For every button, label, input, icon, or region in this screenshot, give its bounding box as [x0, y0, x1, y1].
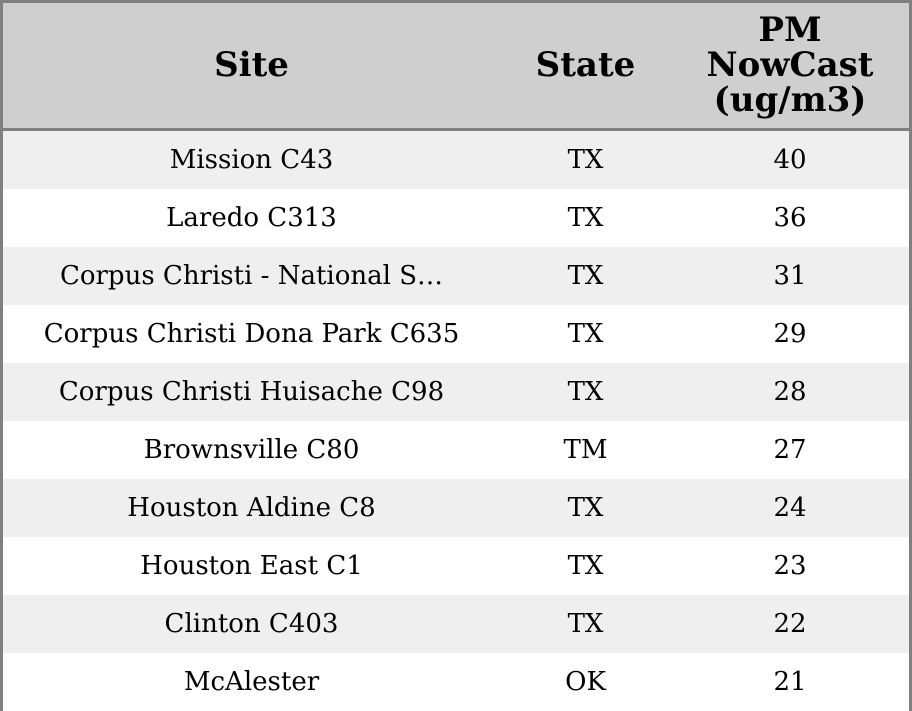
header-pm-line-1: PM [758, 10, 822, 50]
table-row: Houston East C1 TX 23 [3, 537, 909, 595]
state-cell: TX [500, 247, 671, 305]
pm-value-cell: 22 [671, 595, 909, 653]
header-state: State [500, 3, 671, 131]
site-cell: Brownsville C80 [3, 421, 500, 479]
table-body: Mission C43 TX 40 Laredo C313 TX 36 Corpus Chr… [3, 129, 909, 711]
state-cell: TX [500, 479, 671, 537]
site-cell: Corpus Christi Dona Park C635 [3, 305, 500, 363]
site-cell: McAlester [3, 653, 500, 711]
table-row: Clinton C403 TX 22 [3, 595, 909, 653]
state-cell: TX [500, 305, 671, 363]
state-cell: TX [500, 537, 671, 595]
state-cell: TX [500, 595, 671, 653]
pm-value-cell: 24 [671, 479, 909, 537]
table-row: Corpus Christi Huisache C98 TX 28 [3, 363, 909, 421]
pm-value-cell: 40 [671, 129, 909, 189]
header-site: Site [3, 3, 500, 131]
header-pm-line-3: (ug/m3) [713, 80, 867, 120]
site-cell: Clinton C403 [3, 595, 500, 653]
pm-value-cell: 31 [671, 247, 909, 305]
pm-value-cell: 28 [671, 363, 909, 421]
table-row: Corpus Christi Dona Park C635 TX 29 [3, 305, 909, 363]
header-row: Site State PM NowCast (ug/m3) [3, 3, 909, 131]
site-cell: Corpus Christi Huisache C98 [3, 363, 500, 421]
site-cell: Houston East C1 [3, 537, 500, 595]
header-site-line: Site [214, 45, 289, 85]
table-row: Mission C43 TX 40 [3, 129, 909, 189]
table-row: Laredo C313 TX 36 [3, 189, 909, 247]
pm-value-cell: 23 [671, 537, 909, 595]
table-row: Corpus Christi - National S… TX 31 [3, 247, 909, 305]
pm-value-cell: 36 [671, 189, 909, 247]
header-pm-nowcast: PM NowCast (ug/m3) [671, 3, 909, 131]
site-cell: Mission C43 [3, 129, 500, 189]
header-state-line: State [535, 45, 636, 85]
table-row: Houston Aldine C8 TX 24 [3, 479, 909, 537]
table-row: Brownsville C80 TM 27 [3, 421, 909, 479]
state-cell: OK [500, 653, 671, 711]
table-row: McAlester OK 21 [3, 653, 909, 711]
table-header: Site State PM NowCast (ug/m3) [3, 3, 909, 131]
site-cell: Corpus Christi - National S… [3, 247, 500, 305]
header-pm-line-2: NowCast [706, 45, 874, 85]
site-cell: Houston Aldine C8 [3, 479, 500, 537]
pm-value-cell: 29 [671, 305, 909, 363]
pm-value-cell: 21 [671, 653, 909, 711]
state-cell: TX [500, 189, 671, 247]
pm-nowcast-table: Site State PM NowCast (ug/m3) Mission C4… [3, 3, 909, 711]
pm-value-cell: 27 [671, 421, 909, 479]
site-cell: Laredo C313 [3, 189, 500, 247]
state-cell: TM [500, 421, 671, 479]
state-cell: TX [500, 363, 671, 421]
state-cell: TX [500, 129, 671, 189]
